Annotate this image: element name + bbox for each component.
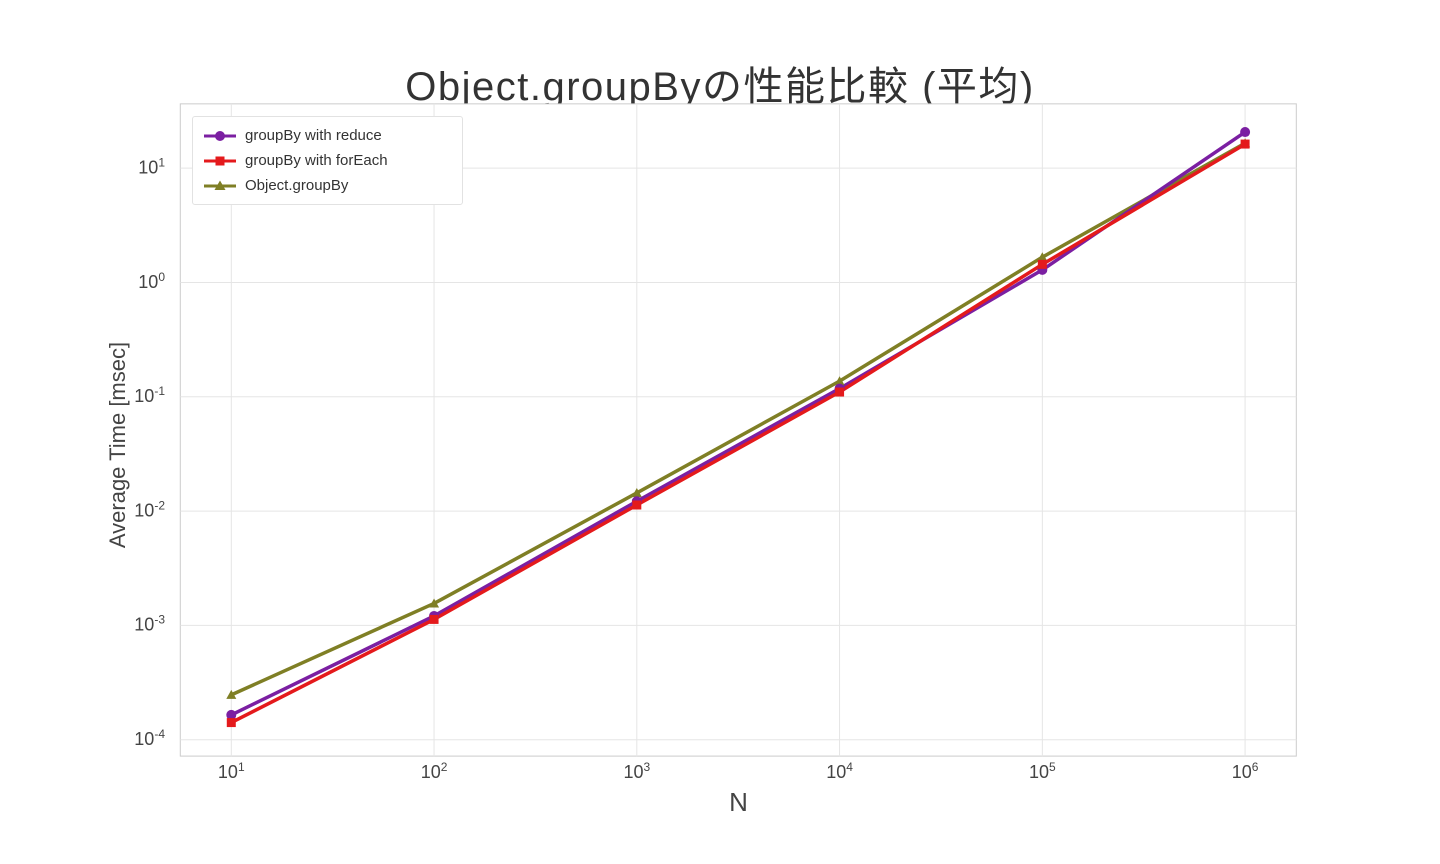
svg-text:10-1: 10-1: [134, 384, 165, 406]
svg-text:10-2: 10-2: [134, 498, 165, 520]
svg-text:106: 106: [1232, 760, 1259, 782]
svg-text:10-3: 10-3: [134, 613, 165, 635]
svg-text:104: 104: [826, 760, 853, 782]
svg-text:103: 103: [623, 760, 650, 782]
svg-text:102: 102: [421, 760, 448, 782]
svg-text:101: 101: [138, 156, 165, 178]
svg-text:10-4: 10-4: [134, 727, 165, 749]
svg-text:100: 100: [138, 270, 165, 292]
svg-text:105: 105: [1029, 760, 1056, 782]
svg-text:101: 101: [218, 760, 245, 782]
